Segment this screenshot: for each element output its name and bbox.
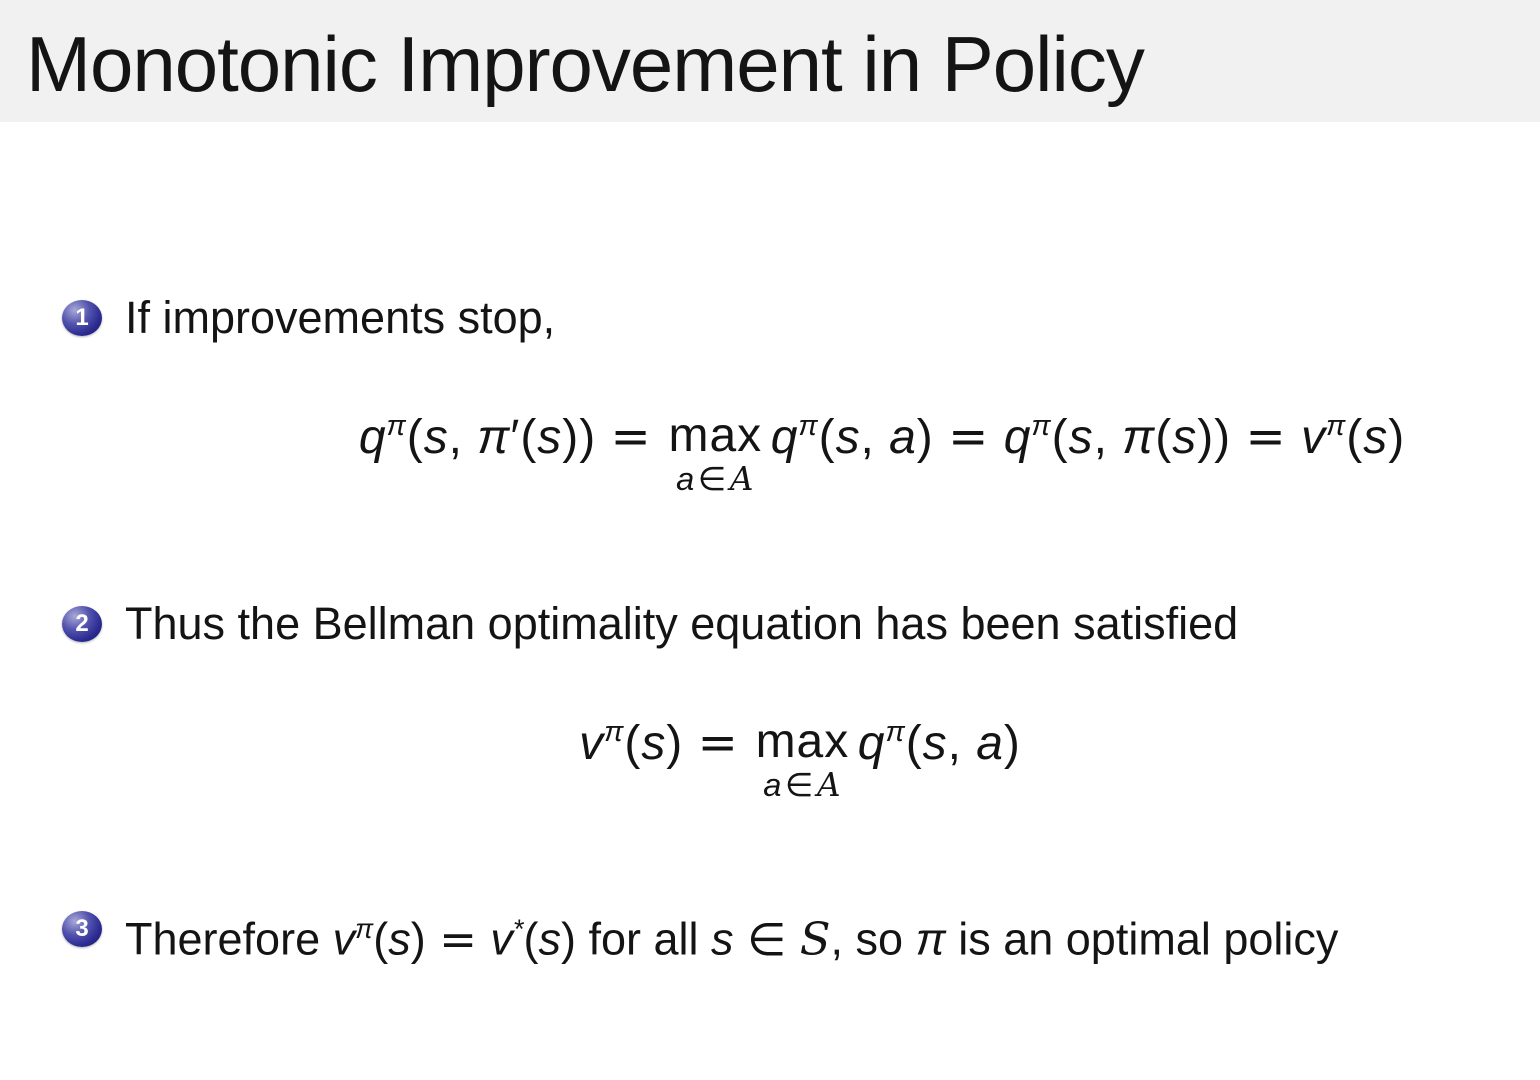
item-text-2: Thus the Bellman optimality equation has… <box>125 598 1239 649</box>
list-item-1: 1 If improvements stop, <box>62 290 555 346</box>
slide-title-bar: Monotonic Improvement in Policy <box>0 0 1540 122</box>
page-title: Monotonic Improvement in Policy <box>26 20 1145 108</box>
item-number-badge-3: 3 <box>62 911 102 947</box>
item-number-badge-2: 2 <box>62 606 102 642</box>
equation-row-2: vπ(s) = max a∈A qπ(s, a) <box>0 715 1540 804</box>
list-item-2: 2 Thus the Bellman optimality equation h… <box>62 596 1238 652</box>
equation-2: vπ(s) = max a∈A qπ(s, a) <box>579 715 1021 804</box>
item-number-badge-1: 1 <box>62 300 102 336</box>
item-number: 2 <box>75 610 89 637</box>
list-item-3: 3 Therefore vπ(s) = v*(s) for all s ∈ S, so … <box>62 901 1338 968</box>
equation-1: qπ(s, π′(s)) = max a∈A qπ(s, a) = qπ(s, π(s)) =… <box>358 409 1406 498</box>
item-number: 1 <box>75 304 89 331</box>
item-number: 3 <box>75 915 89 942</box>
equation-row-1: qπ(s, π′(s)) = max a∈A qπ(s, a) = qπ(s, π(s)) =… <box>0 409 1540 498</box>
item-text-1: If improvements stop, <box>125 292 556 343</box>
item-text-3: Therefore vπ(s) = v*(s) for all s ∈ S, so π … <box>125 912 1339 966</box>
